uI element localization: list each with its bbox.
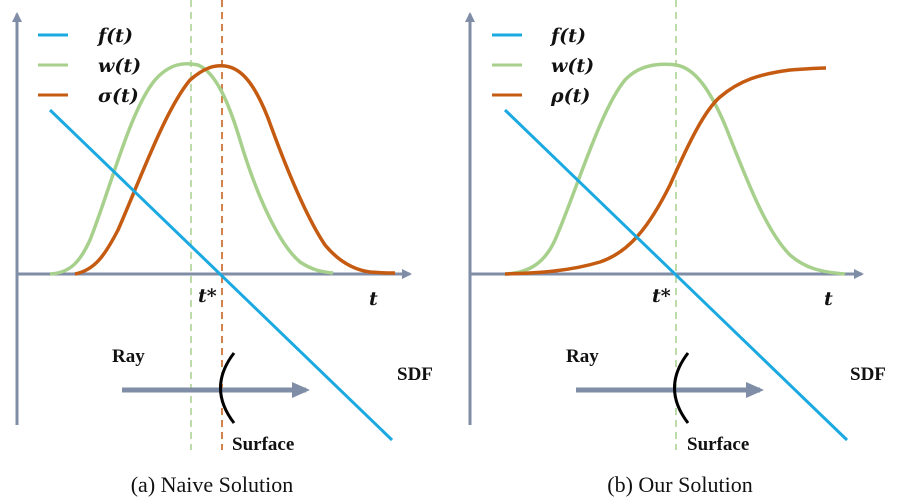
w-curve <box>49 61 334 276</box>
legend-w-label: w(t) <box>551 55 594 77</box>
f-line <box>48 108 394 442</box>
legend: f(t) w(t) σ(t) <box>38 25 141 107</box>
panel-naive: f(t) w(t) σ(t) t* t Ray Surface SDF (a) … <box>12 0 433 497</box>
t-star-label: t* <box>652 285 671 307</box>
legend-sigma-label: σ(t) <box>98 85 139 107</box>
w-curve <box>504 62 846 276</box>
caption-ours: (b) Our Solution <box>607 472 752 497</box>
sdf-label: SDF <box>850 364 886 385</box>
surface-arc <box>219 352 236 424</box>
t-star-label: t* <box>198 285 217 307</box>
legend: f(t) w(t) ρ(t) <box>492 25 594 107</box>
rho-curve <box>504 66 827 276</box>
t-axis-label: t <box>824 288 833 310</box>
legend-f-label: f(t) <box>96 25 133 47</box>
caption-naive: (a) Naive Solution <box>131 472 294 497</box>
f-line <box>503 108 849 442</box>
surface-label: Surface <box>687 434 749 455</box>
legend-rho-label: ρ(t) <box>550 85 590 107</box>
surface-arc <box>673 352 690 424</box>
legend-f-label: f(t) <box>549 25 586 47</box>
legend-w-label: w(t) <box>98 55 141 77</box>
sdf-label: SDF <box>397 364 433 385</box>
surface-label: Surface <box>232 434 294 455</box>
t-axis-label: t <box>369 288 378 310</box>
ray-label: Ray <box>112 346 145 367</box>
panel-ours: f(t) w(t) ρ(t) t* t Ray Surface SDF (b) … <box>465 0 886 497</box>
sigma-curve <box>74 64 396 276</box>
ray-label: Ray <box>566 346 599 367</box>
